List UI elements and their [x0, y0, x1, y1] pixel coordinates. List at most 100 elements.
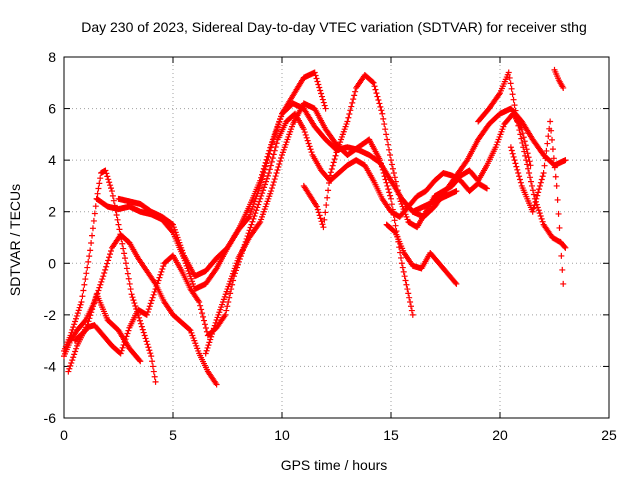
data-point: [558, 252, 565, 259]
data-point: [104, 260, 111, 267]
data-point: [270, 151, 277, 158]
data-point: [383, 131, 390, 138]
data-point: [212, 266, 219, 273]
data-point: [553, 182, 560, 189]
data-point: [398, 260, 405, 267]
data-point: [223, 307, 230, 314]
data-point: [547, 118, 554, 125]
data-point: [331, 156, 338, 163]
data-point: [533, 195, 540, 202]
data-point: [267, 162, 274, 169]
data-point: [201, 321, 208, 328]
data-point: [529, 187, 536, 194]
data-point: [212, 319, 219, 326]
data-point: [199, 310, 206, 317]
data-point: [92, 203, 99, 210]
data-point: [72, 318, 79, 325]
data-point: [307, 146, 314, 153]
data-point: [69, 357, 76, 364]
data-point: [370, 79, 377, 86]
data-point: [548, 127, 555, 134]
data-point: [524, 161, 531, 168]
data-point: [316, 212, 323, 219]
data-point: [74, 310, 81, 317]
data-point: [388, 195, 394, 202]
data-point: [377, 157, 384, 164]
data-point: [388, 157, 394, 164]
data-point: [405, 290, 412, 297]
data-point: [254, 204, 261, 211]
data-point: [106, 179, 113, 186]
data-point: [211, 322, 218, 329]
data-point: [382, 126, 389, 133]
data-point: [407, 303, 414, 310]
data-point: [516, 176, 523, 183]
data-point: [514, 118, 521, 125]
data-point: [400, 268, 407, 275]
data-point: [97, 281, 104, 288]
data-point: [87, 247, 94, 254]
data-point: [518, 135, 525, 142]
data-point: [319, 221, 326, 228]
data-point: [332, 152, 339, 159]
data-point: [397, 254, 404, 261]
data-point: [323, 202, 330, 209]
data-point: [129, 294, 136, 301]
data-point: [266, 147, 273, 154]
data-point: [271, 176, 278, 183]
data-point: [519, 139, 526, 146]
data-point: [72, 315, 79, 322]
data-point: [67, 362, 74, 369]
data-point: [263, 175, 270, 182]
data-point: [330, 159, 337, 166]
data-point: [88, 240, 95, 247]
data-point: [197, 302, 204, 309]
series-trace-8: [300, 72, 534, 231]
series-trace-7: [202, 100, 416, 357]
data-point: [376, 100, 383, 107]
data-point: [344, 118, 351, 125]
data-point: [409, 311, 416, 318]
data-point: [390, 170, 397, 177]
data-point: [372, 86, 379, 93]
data-point: [508, 85, 515, 92]
data-point: [272, 173, 279, 180]
data-point: [510, 153, 517, 160]
data-point: [258, 192, 265, 199]
data-point: [315, 209, 322, 216]
data-point: [404, 286, 411, 293]
data-point: [269, 182, 276, 189]
data-point: [103, 263, 110, 270]
data-point: [144, 308, 151, 315]
data-point: [509, 91, 516, 98]
data-point: [102, 167, 109, 174]
data-point: [149, 294, 156, 301]
data-point: [318, 93, 325, 100]
data-point: [75, 307, 82, 314]
data-point: [408, 307, 415, 314]
data-point: [80, 287, 87, 294]
data-point: [123, 265, 130, 272]
data-point: [381, 121, 388, 128]
y-tick-label: 2: [48, 204, 56, 220]
data-point: [131, 300, 138, 307]
data-point: [85, 258, 92, 265]
data-point: [151, 288, 158, 295]
data-point: [527, 162, 534, 169]
data-point: [262, 181, 269, 188]
data-point: [542, 155, 549, 162]
data-point: [381, 173, 388, 180]
data-point: [540, 170, 547, 177]
data-point: [407, 298, 414, 305]
data-point: [137, 358, 144, 365]
data-point: [145, 344, 152, 351]
data-point: [84, 264, 91, 271]
data-point: [103, 170, 110, 177]
data-point: [508, 147, 515, 154]
data-point: [380, 115, 387, 122]
data-point: [83, 324, 90, 331]
data-point: [136, 357, 143, 364]
data-point: [255, 201, 262, 208]
data-point: [526, 158, 533, 165]
axis-ticks: 0 5 10 15 20 25 -6 -4 -2 0 2 4 6 8: [44, 49, 617, 443]
